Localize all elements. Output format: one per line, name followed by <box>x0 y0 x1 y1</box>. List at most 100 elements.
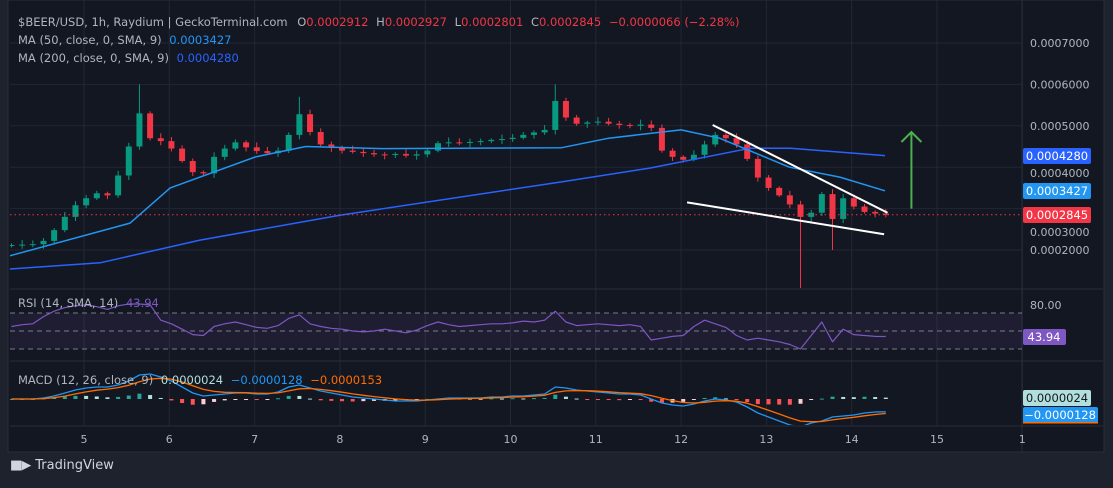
candle[interactable] <box>754 155 761 182</box>
candle[interactable] <box>157 133 164 146</box>
candle[interactable] <box>179 145 186 163</box>
candle[interactable] <box>701 140 708 159</box>
candle[interactable] <box>562 97 569 121</box>
trendline[interactable] <box>712 124 888 214</box>
trendline[interactable] <box>686 201 885 236</box>
candle[interactable] <box>51 228 58 245</box>
candle[interactable] <box>605 117 612 126</box>
candle[interactable] <box>744 140 751 161</box>
candle[interactable] <box>861 204 868 214</box>
candle[interactable] <box>466 138 473 148</box>
candle[interactable] <box>840 194 847 224</box>
candle[interactable] <box>19 240 26 249</box>
candle[interactable] <box>658 124 665 153</box>
candle[interactable] <box>520 132 527 140</box>
candle[interactable] <box>72 201 79 222</box>
candle[interactable] <box>136 84 143 150</box>
time-tick-label: 11 <box>589 433 603 446</box>
rsi-line[interactable] <box>11 303 886 350</box>
candle[interactable] <box>115 170 122 198</box>
candle[interactable] <box>541 124 548 135</box>
candle[interactable] <box>211 152 218 178</box>
macd-line[interactable] <box>11 373 886 427</box>
candle[interactable] <box>221 144 228 161</box>
candle[interactable] <box>818 192 825 217</box>
candle[interactable] <box>552 84 559 135</box>
candle[interactable] <box>669 148 676 161</box>
candle[interactable] <box>264 146 271 155</box>
candle[interactable] <box>29 240 36 248</box>
candle[interactable] <box>786 190 793 209</box>
candle[interactable] <box>872 210 879 218</box>
price-pane[interactable] <box>8 84 1022 291</box>
up-arrow-icon[interactable] <box>900 130 923 209</box>
macd-histogram-bar <box>734 399 739 400</box>
candle[interactable] <box>413 150 420 160</box>
macd-histogram-bar <box>158 397 163 399</box>
macd-histogram-bar <box>659 399 664 403</box>
candle[interactable] <box>445 137 452 147</box>
candle[interactable] <box>477 138 484 146</box>
candle[interactable] <box>882 209 889 218</box>
macd-histogram-bar <box>883 397 888 399</box>
candle-body <box>552 100 559 130</box>
price-axis[interactable]: 0.0007000 0.0006000 0.0005000 0.0004000 0.00… <box>1030 37 1090 257</box>
tradingview-footer[interactable]: ■▶ TradingView <box>10 458 114 473</box>
candle[interactable] <box>509 134 516 142</box>
rsi-legend[interactable]: RSI (14, SMA, 14) 43.94 <box>18 296 159 310</box>
candle[interactable] <box>307 109 314 136</box>
macd-legend[interactable]: MACD (12, 26, close, 9) 0.0000024 −0.000… <box>18 373 382 387</box>
macd-pane[interactable] <box>9 373 888 427</box>
candle[interactable] <box>125 142 132 181</box>
candle[interactable] <box>189 158 196 176</box>
candle[interactable] <box>573 115 580 126</box>
candle[interactable] <box>200 170 207 176</box>
candle-body <box>200 172 207 174</box>
candle[interactable] <box>488 138 495 144</box>
candle[interactable] <box>83 194 90 209</box>
candle[interactable] <box>232 139 239 151</box>
candle[interactable] <box>498 134 505 145</box>
candle[interactable] <box>797 200 804 292</box>
candle[interactable] <box>8 243 15 248</box>
ma200-line[interactable] <box>10 147 886 270</box>
candle[interactable] <box>584 120 591 128</box>
candle[interactable] <box>381 151 388 160</box>
macd-hist-badge <box>1023 390 1091 406</box>
macd-signal-line[interactable] <box>11 377 886 423</box>
macd-histogram-bar <box>851 397 856 399</box>
candle[interactable] <box>317 128 324 147</box>
ma50-legend[interactable]: MA (50, close, 0, SMA, 9) 0.0003427 <box>18 33 232 47</box>
ma50-line[interactable] <box>10 129 886 257</box>
candle[interactable] <box>530 130 537 139</box>
candle[interactable] <box>360 147 367 157</box>
candle[interactable] <box>168 136 175 152</box>
ma200-legend[interactable]: MA (200, close, 0, SMA, 9) 0.0004280 <box>18 51 239 65</box>
time-axis[interactable]: 5 6 7 8 9 10 11 12 13 14 15 1 <box>81 433 1026 446</box>
candle[interactable] <box>434 141 441 153</box>
candle[interactable] <box>637 119 644 131</box>
candle[interactable] <box>765 175 772 191</box>
candle[interactable] <box>424 147 431 158</box>
candle[interactable] <box>850 194 857 210</box>
candle[interactable] <box>371 149 378 157</box>
candle[interactable] <box>648 120 655 132</box>
candle[interactable] <box>104 191 111 200</box>
candle[interactable] <box>93 190 100 200</box>
candle[interactable] <box>392 152 399 159</box>
candle[interactable] <box>829 189 836 250</box>
candle[interactable] <box>776 186 783 198</box>
candle[interactable] <box>349 145 356 154</box>
candle[interactable] <box>456 138 463 146</box>
candle[interactable] <box>712 132 719 147</box>
candle[interactable] <box>616 120 623 129</box>
candle[interactable] <box>147 111 154 141</box>
candle[interactable] <box>626 122 633 129</box>
candle[interactable] <box>253 142 260 154</box>
candle[interactable] <box>594 117 601 126</box>
candle[interactable] <box>403 149 410 158</box>
rsi-pane[interactable] <box>10 303 1022 350</box>
candle[interactable] <box>296 96 303 140</box>
candle[interactable] <box>243 140 250 152</box>
